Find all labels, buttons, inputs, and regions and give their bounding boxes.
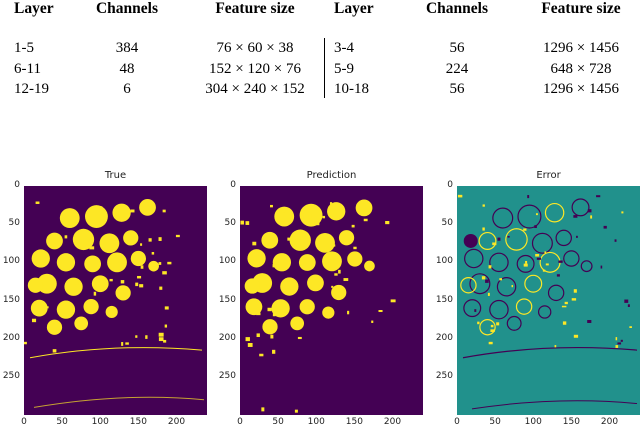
header-channels-right: Channels xyxy=(425,0,489,17)
y-tick-label: 250 xyxy=(435,370,453,381)
header-layer-left: Layer xyxy=(14,0,54,17)
right-row-1-channels: 56 xyxy=(449,40,465,56)
y-tick-label: 250 xyxy=(218,370,236,381)
x-tick-label: 100 xyxy=(307,417,325,427)
right-row-1-layer: 3-4 xyxy=(334,40,354,56)
panel-image-true xyxy=(24,186,207,415)
right-row-2-feature-size: 648 × 728 xyxy=(550,61,612,77)
header-feature-size-left: Feature size xyxy=(215,0,295,17)
y-tick-label: 50 xyxy=(224,218,236,229)
x-tick-label: 0 xyxy=(237,417,243,427)
y-tick-label: 150 xyxy=(218,294,236,305)
right-row-3-layer: 10-18 xyxy=(334,81,369,97)
x-tick-label: 0 xyxy=(21,417,27,427)
left-row-2-channels: 48 xyxy=(119,61,135,77)
left-row-1-layer: 1-5 xyxy=(14,40,34,56)
table-vertical-separator xyxy=(324,38,325,98)
panel-title-true: True xyxy=(104,170,127,181)
y-tick-label: 200 xyxy=(2,332,20,343)
header-layer-right: Layer xyxy=(334,0,374,17)
y-tick-label: 250 xyxy=(2,370,20,381)
x-tick-label: 200 xyxy=(600,417,619,427)
right-row-2-channels: 224 xyxy=(445,61,469,77)
x-tick-label: 100 xyxy=(524,417,542,427)
layer-table: Layer Channels Feature size Layer Channe… xyxy=(0,0,640,110)
panel-image-error xyxy=(457,186,640,415)
x-tick-label: 200 xyxy=(167,417,186,427)
y-tick-label: 200 xyxy=(218,332,236,343)
y-tick-label: 0 xyxy=(230,180,236,190)
y-tick-label: 0 xyxy=(14,180,20,190)
right-row-3-channels: 56 xyxy=(449,81,465,97)
left-row-1-channels: 384 xyxy=(115,40,139,56)
y-tick-label: 150 xyxy=(435,294,453,305)
right-row-2-layer: 5-9 xyxy=(334,61,354,77)
x-tick-label: 200 xyxy=(383,417,402,427)
header-feature-size-right: Feature size xyxy=(541,0,621,17)
y-tick-label: 100 xyxy=(2,256,20,267)
panel-image-prediction xyxy=(240,186,423,415)
panel-title-error: Error xyxy=(536,170,561,181)
x-tick-label: 50 xyxy=(489,417,501,427)
left-row-3-layer: 12-19 xyxy=(14,81,49,97)
left-row-3-channels: 6 xyxy=(123,81,131,97)
x-tick-label: 150 xyxy=(562,417,580,427)
y-tick-label: 0 xyxy=(447,180,453,190)
y-tick-label: 200 xyxy=(435,332,453,343)
y-tick-label: 100 xyxy=(218,256,236,267)
x-tick-label: 50 xyxy=(272,417,284,427)
y-tick-label: 50 xyxy=(8,218,20,229)
x-tick-label: 150 xyxy=(129,417,147,427)
x-tick-label: 50 xyxy=(56,417,68,427)
y-tick-label: 100 xyxy=(435,256,453,267)
left-row-1-feature-size: 76 × 60 × 38 xyxy=(216,40,294,56)
right-row-1-feature-size: 1296 × 1456 xyxy=(543,40,619,56)
x-tick-label: 150 xyxy=(345,417,363,427)
header-channels-left: Channels xyxy=(95,0,159,17)
left-row-3-feature-size: 304 × 240 × 152 xyxy=(205,81,305,97)
right-row-3-feature-size: 1296 × 1456 xyxy=(543,81,619,97)
y-tick-label: 50 xyxy=(441,218,453,229)
x-tick-label: 100 xyxy=(91,417,109,427)
left-row-2-feature-size: 152 × 120 × 76 xyxy=(209,61,301,77)
x-tick-label: 0 xyxy=(454,417,460,427)
y-tick-label: 150 xyxy=(2,294,20,305)
left-row-2-layer: 6-11 xyxy=(14,61,41,77)
panel-title-prediction: Prediction xyxy=(306,170,357,181)
